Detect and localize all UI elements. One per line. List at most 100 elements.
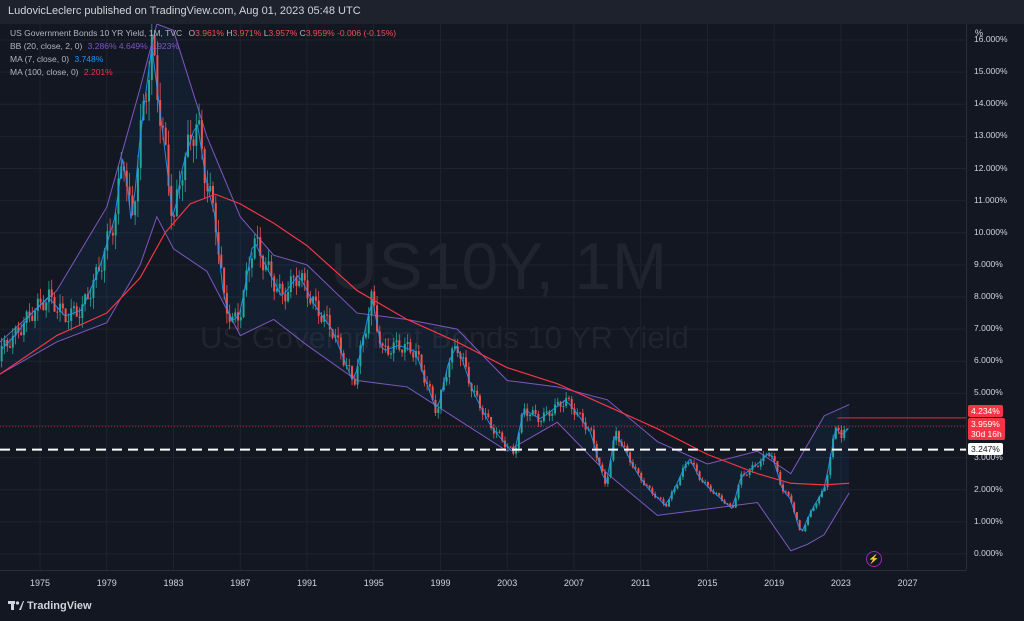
candle-body: [526, 408, 529, 417]
candle-body: [570, 398, 573, 409]
price-tick-label: 13.000%: [974, 130, 1008, 141]
candle-body: [67, 320, 70, 323]
candle-body: [70, 308, 73, 321]
candle-body: [409, 342, 412, 353]
candle-body: [818, 496, 821, 504]
candle-body: [95, 267, 98, 281]
percent-scale-button[interactable]: %: [974, 28, 983, 38]
candle-body: [275, 288, 278, 292]
candle-body: [757, 465, 760, 467]
candle-body: [267, 261, 270, 266]
candle-body: [676, 485, 679, 489]
candle-body: [601, 464, 604, 472]
lightning-icon[interactable]: ⚡: [866, 551, 882, 567]
price-tick-label: 9.000%: [974, 258, 1003, 269]
time-tick-label: 2011: [630, 578, 651, 588]
candle-body: [448, 362, 451, 378]
bb-band-fill: [0, 24, 850, 551]
candle-body: [548, 411, 551, 416]
legend-low-value: 3.957%: [268, 28, 298, 38]
candle-body: [823, 487, 826, 492]
candle-body: [28, 311, 31, 316]
price-tick-label: 2.000%: [974, 483, 1003, 494]
candle-body: [211, 185, 214, 203]
bb-lower-line: [0, 215, 850, 552]
legend-high-value: 3.971%: [232, 28, 262, 38]
candle-body: [117, 178, 120, 215]
time-tick-label: 2003: [497, 578, 518, 588]
candle-body: [278, 283, 281, 289]
candle-body: [295, 277, 298, 286]
tradingview-logo[interactable]: TradingView: [8, 600, 92, 612]
price-chart[interactable]: [0, 24, 966, 570]
candle-body: [598, 457, 601, 465]
time-tick-label: 1987: [230, 578, 251, 588]
candle-body: [228, 313, 231, 322]
candle-body: [136, 167, 139, 202]
price-tick-label: 15.000%: [974, 66, 1008, 77]
candle-body: [259, 237, 262, 256]
candle-body: [590, 428, 593, 430]
candle-body: [579, 412, 582, 414]
legend-ma100-row[interactable]: MA (100, close, 0) 2.201%: [10, 67, 113, 77]
candle-body: [337, 335, 340, 338]
candle-body: [826, 474, 829, 488]
candle-body: [487, 413, 490, 418]
candle-body: [326, 314, 329, 316]
candle-body: [281, 283, 284, 295]
candle-body: [195, 124, 198, 146]
legend-ma7-row[interactable]: MA (7, close, 0) 3.748%: [10, 54, 103, 64]
candle-body: [629, 452, 632, 463]
candle-body: [56, 311, 59, 313]
candle-body: [540, 421, 543, 423]
candle-body: [731, 505, 734, 508]
candle-body: [72, 306, 75, 309]
candle-body: [734, 498, 737, 508]
price-tick-label: 14.000%: [974, 98, 1008, 109]
candle-body: [679, 476, 682, 486]
candle-body: [339, 337, 342, 353]
candle-body: [476, 390, 479, 396]
candle-body: [834, 427, 837, 439]
candle-body: [389, 353, 392, 355]
candle-body: [31, 315, 34, 321]
candle-body: [417, 351, 420, 355]
legend-symbol-title: US Government Bonds 10 YR Yield, 1M, TVC: [10, 28, 183, 38]
candle-body: [392, 342, 395, 354]
candle-body: [406, 342, 409, 344]
price-tick-label: 16.000%: [974, 34, 1008, 45]
candle-body: [720, 495, 723, 501]
candle-body: [545, 411, 548, 413]
publish-header: LudovicLeclerc published on TradingView.…: [0, 0, 1024, 24]
candle-body: [484, 413, 487, 415]
candle-body: [217, 232, 220, 255]
candle-body: [25, 311, 28, 323]
candle-body: [832, 438, 835, 458]
candle-body: [287, 291, 290, 302]
ma7-line: [1, 46, 849, 532]
legend-symbol-row[interactable]: US Government Bonds 10 YR Yield, 1M, TVC…: [10, 28, 396, 38]
candle-body: [367, 315, 370, 334]
candle-body: [331, 329, 334, 338]
time-axis[interactable]: [0, 570, 966, 595]
candle-body: [9, 346, 12, 348]
candle-body: [381, 343, 384, 346]
price-axis[interactable]: [966, 24, 1024, 570]
candle-body: [787, 491, 790, 496]
candle-body: [387, 345, 390, 355]
candle-body: [209, 185, 212, 192]
candle-body: [517, 432, 520, 449]
candle-body: [303, 273, 306, 281]
watermark-symbol: US10Y, 1M: [330, 229, 668, 303]
high-price-tag: 4.234%: [968, 405, 1003, 417]
candle-body: [804, 524, 807, 532]
candle-body: [401, 349, 404, 353]
legend-bb-row[interactable]: BB (20, close, 2, 0) 3.286% 4.649% 1.923…: [10, 41, 179, 51]
candle-body: [131, 195, 134, 216]
candle-body: [36, 298, 39, 312]
candle-body: [615, 431, 618, 441]
candle-body: [634, 467, 637, 469]
candle-body: [776, 461, 779, 472]
time-tick-label: 1991: [296, 578, 317, 588]
time-tick-label: 1975: [30, 578, 51, 588]
